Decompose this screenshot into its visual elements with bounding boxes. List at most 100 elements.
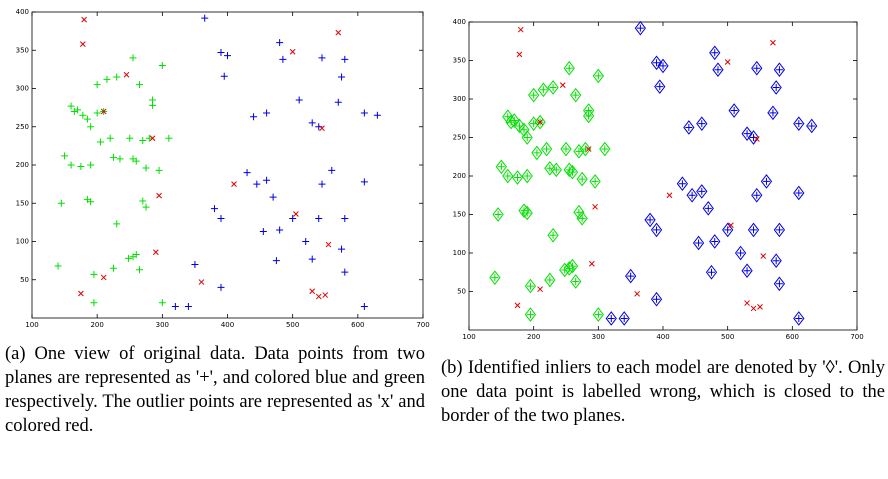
data-point [698, 187, 706, 195]
data-point [547, 227, 559, 243]
data-point [743, 267, 751, 275]
data-point [724, 226, 732, 234]
data-point [678, 180, 686, 188]
data-point [526, 311, 534, 319]
y-tick-label: 350 [16, 46, 29, 54]
data-point [653, 295, 661, 303]
data-point [583, 108, 595, 124]
data-point [747, 130, 760, 145]
data-point [224, 52, 231, 60]
data-point [295, 96, 303, 104]
data-point [360, 109, 368, 117]
data-point [57, 199, 65, 207]
data-point [618, 311, 630, 326]
data-point [514, 302, 521, 309]
data-point [87, 198, 95, 206]
data-point [696, 116, 708, 131]
data-point [184, 303, 192, 311]
data-point [750, 226, 758, 234]
data-point [289, 215, 297, 223]
data-point [334, 98, 342, 106]
data-point [302, 238, 310, 245]
data-point [158, 299, 166, 307]
data-point [585, 146, 592, 152]
data-point [657, 58, 669, 74]
data-point [728, 103, 740, 118]
figure: 100 200 300 400 500 600 700 50 100 150 200 250 300 35… [16, 8, 864, 340]
data-point [650, 222, 663, 238]
data-point [103, 75, 111, 83]
data-point [594, 311, 602, 319]
data-point [113, 73, 121, 81]
data-point [563, 60, 575, 76]
data-point [132, 157, 140, 165]
data-point [533, 149, 541, 157]
data-point [497, 163, 505, 171]
data-point [767, 105, 779, 121]
data-point [90, 270, 98, 278]
data-point [524, 278, 537, 294]
data-point [78, 290, 84, 297]
data-point [511, 170, 524, 185]
data-point [83, 115, 91, 123]
data-point [601, 145, 609, 153]
data-point [495, 159, 507, 175]
data-point [113, 220, 121, 228]
data-point [559, 82, 566, 88]
data-point [539, 86, 547, 94]
data-point [712, 62, 724, 78]
data-point [217, 283, 225, 291]
data-point [696, 184, 708, 199]
data-point [67, 161, 75, 169]
x-tick-label: 200 [90, 321, 103, 329]
data-point [806, 118, 818, 134]
data-point [711, 49, 719, 57]
data-point [61, 152, 69, 160]
data-point [714, 66, 722, 74]
data-point [704, 204, 712, 212]
data-point [599, 141, 611, 157]
data-point [201, 14, 209, 22]
data-point [217, 215, 225, 223]
data-point [565, 64, 573, 72]
data-point [634, 20, 646, 36]
data-point [322, 292, 329, 298]
data-point [750, 305, 757, 312]
caption: (a) One view of original data. Data poin… [5, 344, 425, 436]
data-point [534, 114, 546, 130]
data-point [524, 307, 537, 322]
data-point [773, 276, 786, 292]
data-point [155, 166, 163, 174]
data-point [734, 245, 747, 261]
data-point [308, 119, 316, 127]
data-point [156, 192, 162, 199]
data-point [494, 211, 502, 218]
data-point [508, 113, 520, 128]
x-tick-label: 400 [221, 321, 234, 329]
data-point [489, 270, 501, 285]
x-tick-label: 400 [656, 333, 669, 340]
data-point [578, 175, 586, 183]
y-tick-label: 350 [453, 57, 466, 65]
data-point [724, 59, 731, 65]
data-point [109, 153, 117, 161]
data-point [760, 174, 773, 189]
x-tick-label: 200 [527, 333, 540, 340]
data-point [549, 83, 557, 91]
data-point [308, 255, 316, 263]
data-point [272, 257, 280, 265]
data-point [695, 239, 703, 247]
data-point [518, 203, 530, 218]
data-point [152, 249, 159, 256]
data-point [100, 274, 107, 281]
data-point [627, 272, 635, 280]
data-point [620, 314, 628, 322]
data-point [744, 300, 750, 306]
data-point [770, 253, 782, 269]
data-point [770, 80, 782, 95]
data-point [293, 211, 299, 217]
data-point [562, 145, 570, 153]
y-tick-label: 300 [16, 85, 29, 93]
data-point [589, 174, 601, 189]
data-point [106, 134, 114, 142]
